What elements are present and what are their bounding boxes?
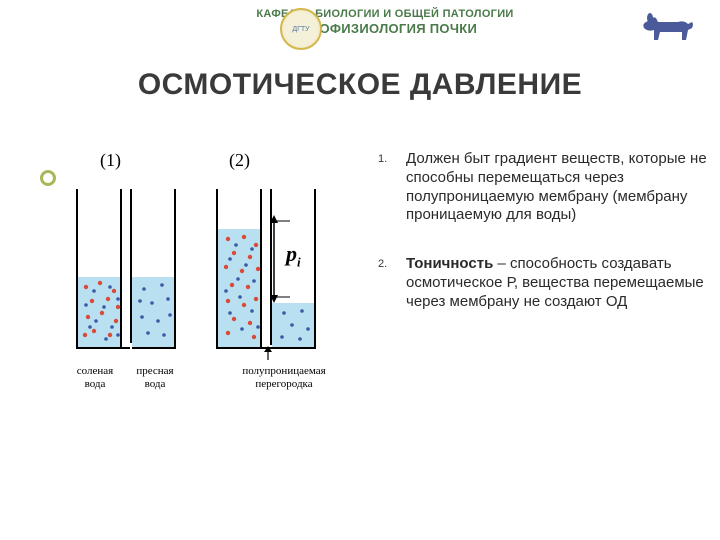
semipermeable-arrow-icon (262, 346, 274, 360)
tube-2-left (216, 189, 262, 349)
tube-pair-2: pi (208, 179, 338, 369)
osmosis-diagram: (1) (2) (68, 150, 368, 391)
diagram-top-labels: (1) (2) (68, 150, 368, 171)
pressure-symbol: pi (286, 241, 301, 270)
particles-1-right (134, 277, 176, 345)
point-2-text: Тоничность – способность создавать осмот… (406, 255, 708, 311)
fill-1-left (78, 277, 120, 347)
particles-2-right (274, 303, 316, 345)
tube-1-right (130, 189, 176, 349)
slide-title: ОСМОТИЧЕСКОЕ ДАВЛЕНИЕ (0, 68, 720, 102)
tube-pair-1 (68, 179, 188, 369)
text-column: 1. Должен быт градиент веществ, которые … (368, 150, 708, 391)
slide-header: ДГТУ КАФЕДРА БИОЛОГИИ И ОБЩЕЙ ПАТОЛОГИИ … (0, 0, 720, 40)
particles-1-left (80, 277, 122, 345)
content-row: (1) (2) (68, 150, 708, 391)
diagram-label-2: (2) (229, 150, 250, 171)
point-1: 1. Должен быт градиент веществ, которые … (378, 150, 708, 225)
pressure-p: p (286, 241, 297, 266)
fill-2-left (218, 229, 260, 347)
pressure-sub: i (297, 254, 301, 269)
seal-text: ДГТУ (292, 26, 309, 33)
bullet-ring-icon (40, 170, 56, 186)
fill-1-right (132, 277, 174, 347)
tubes-row: pi (68, 179, 368, 369)
point-1-text: Должен быт градиент веществ, которые не … (406, 150, 708, 225)
point-2-bold: Тоничность (406, 255, 493, 272)
university-seal-icon: ДГТУ (280, 8, 322, 50)
point-2-number: 2. (378, 255, 406, 311)
fill-2-right (272, 303, 314, 347)
diagram-label-1: (1) (100, 150, 121, 171)
dog-icon (640, 10, 696, 46)
tube-1-left (76, 189, 122, 349)
point-2: 2. Тоничность – способность создавать ос… (378, 255, 708, 311)
membrane-1 (122, 337, 130, 349)
point-1-number: 1. (378, 150, 406, 225)
particles-2-left (220, 229, 262, 345)
